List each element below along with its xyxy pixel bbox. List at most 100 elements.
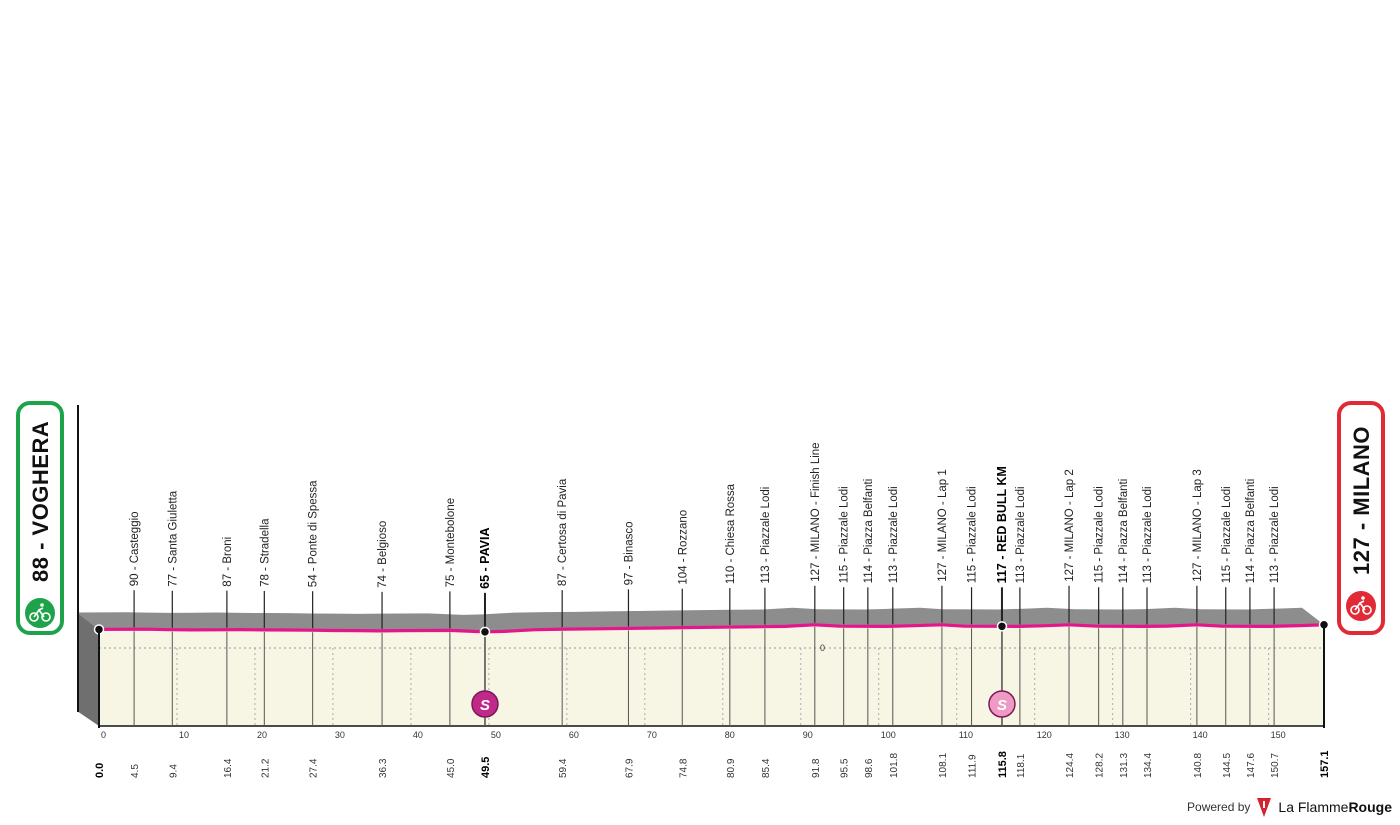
x-tick-label: 20 [257, 730, 267, 740]
waypoint-label: 75 - Montebolone [445, 498, 457, 588]
waypoint-label: 54 - Ponte di Spessa [308, 480, 320, 587]
waypoint-km-label: 21.2 [260, 758, 271, 778]
waypoint-km-label: 108.1 [938, 753, 949, 778]
waypoint-label: 113 - Piazzale Lodi [1269, 486, 1281, 583]
waypoint-label: 113 - Piazzale Lodi [760, 487, 772, 584]
waypoint-km-label: 27.4 [309, 758, 320, 778]
waypoint-km-label: 147.6 [1246, 753, 1257, 778]
x-tick-label: 130 [1115, 730, 1130, 740]
waypoint-km-label: 74.8 [678, 758, 689, 778]
sprint-dot [996, 621, 1008, 632]
waypoint-km-label: 80.9 [726, 758, 737, 778]
km-ticks: 0 10 20 30 40 50 60 70 80 90 100 110 120 130 140 150 [98, 648, 1286, 740]
waypoint-km-label: 124.4 [1065, 753, 1076, 778]
la-flamme-rouge-icon [1257, 798, 1272, 817]
waypoint-label: 87 - Certosa di Pavia [557, 478, 569, 586]
waypoint-km-label: 59.4 [558, 758, 569, 778]
x-tick-label: 150 [1271, 730, 1286, 740]
x-tick-label: 40 [413, 730, 423, 740]
x-tick-label: 140 [1193, 730, 1208, 740]
waypoint-label: 127 - MILANO - Lap 1 [937, 469, 949, 582]
waypoint-label: 110 - Chiesa Rossa [725, 483, 737, 584]
x-tick-label: 80 [725, 730, 735, 740]
waypoint-label: 127 - MILANO - Lap 2 [1064, 469, 1076, 582]
x-tick-label: 60 [569, 730, 579, 740]
waypoint-km-label: 144.5 [1222, 753, 1233, 778]
waypoint-km-label: 118.1 [1016, 753, 1027, 778]
waypoint-label: 114 - Piazza Belfanti [1118, 479, 1130, 584]
waypoint-label: 113 - Piazzale Lodi [1015, 486, 1027, 583]
waypoint-km-label: 4.5 [130, 764, 141, 778]
start-label: 88 - VOGHERA [28, 421, 53, 582]
waypoint-label: 115 - Piazzale Lodi [1094, 486, 1106, 583]
waypoint-km-label: 111.9 [968, 754, 979, 778]
x-tick-label: 50 [491, 730, 501, 740]
waypoint-label: 97 - Binasco [623, 521, 635, 585]
waypoint-km-label: 150.7 [1270, 753, 1281, 778]
footer: Powered by La FlammeRouge [1187, 795, 1392, 819]
sprint-dot [479, 626, 491, 638]
waypoint-km-label: 95.5 [840, 758, 851, 778]
start-cyclist-icon [23, 596, 57, 630]
waypoint-km-label: 16.4 [223, 758, 234, 778]
x-tick-label: 120 [1037, 730, 1052, 740]
waypoint-km-label: 98.6 [864, 758, 875, 778]
waypoint-km-label: 115.8 [997, 751, 1009, 778]
waypoint-label: 127 - MILANO - Finish Line [810, 442, 822, 581]
finish-label: 127 - MILANO [1349, 426, 1374, 575]
x-tick-label: 30 [335, 730, 345, 740]
waypoint-label: 117 - RED BULL KM [995, 466, 1009, 583]
powered-by-text: Powered by [1187, 800, 1251, 814]
waypoint-km-label: 49.5 [480, 757, 492, 778]
waypoint-km-label: 101.8 [889, 753, 900, 778]
waypoint-label: 114 - Piazza Belfanti [1245, 479, 1257, 584]
waypoint-km-label: 131.3 [1119, 753, 1130, 778]
waypoint-km-label: 91.8 [811, 758, 822, 778]
sprint-letter: S [997, 697, 1007, 714]
x-tick-label: 10 [179, 730, 189, 740]
waypoint-label: 104 - Rozzano [677, 510, 689, 585]
waypoint-km-label: 67.9 [624, 758, 635, 778]
x-tick-label: 0 [101, 730, 106, 740]
waypoint-labels: 90 - Casteggio 77 - Santa Giuletta 87 - Br… [129, 442, 1281, 588]
x-tick-label: 100 [881, 730, 896, 740]
profile-side-wedge [77, 612, 99, 726]
waypoint-label: 115 - Piazzale Lodi [967, 486, 979, 583]
waypoint-km-label: 140.8 [1193, 753, 1204, 778]
x-tick-label: 110 [959, 730, 973, 740]
profile-area [77, 405, 1324, 727]
baseline-zero-label: 0 [820, 643, 825, 653]
waypoint-label: 115 - Piazzale Lodi [1221, 486, 1233, 583]
km-labels: 0.0 4.5 9.4 16.4 21.2 27.4 36.3 45.0 49.5 59.4 67.… [94, 750, 1331, 778]
waypoint-km-label: 128.2 [1095, 753, 1106, 778]
waypoint-label: 87 - Broni [222, 537, 234, 587]
x-tick-label: 90 [803, 730, 813, 740]
x-tick-label: 70 [647, 730, 657, 740]
waypoint-km-label: 157.1 [1319, 750, 1331, 778]
waypoint-label: 90 - Casteggio [129, 511, 141, 586]
profile-fill [99, 624, 1324, 726]
sprint-icon [988, 690, 1016, 718]
waypoint-label: 113 - Piazzale Lodi [1142, 486, 1154, 583]
waypoint-km-label: 36.3 [378, 758, 389, 778]
sprint-letter: S [480, 697, 490, 714]
waypoint-km-label: 0.0 [94, 763, 106, 778]
waypoint-label: 115 - Piazzale Lodi [839, 486, 851, 583]
finish-badge: 127 - MILANO [1337, 401, 1385, 635]
waypoint-km-label: 9.4 [168, 764, 179, 778]
waypoint-km-label: 134.4 [1143, 753, 1154, 778]
sprint-icon [471, 690, 499, 718]
waypoint-label: 65 - PAVIA [478, 527, 492, 588]
brand-name: La FlammeRouge [1278, 799, 1392, 815]
waypoint-km-label: 45.0 [446, 758, 457, 778]
waypoint-label: 127 - MILANO - Lap 3 [1192, 469, 1204, 582]
waypoint-km-label: 85.4 [761, 758, 772, 778]
start-badge: 88 - VOGHERA [16, 401, 64, 635]
waypoint-label: 113 - Piazzale Lodi [888, 486, 900, 583]
waypoint-label: 74 - Belgioso [377, 521, 389, 588]
waypoint-label: 78 - Stradella [259, 518, 271, 587]
profile-line-path [98, 623, 1325, 634]
waypoint-label: 77 - Santa Giuletta [167, 490, 179, 586]
